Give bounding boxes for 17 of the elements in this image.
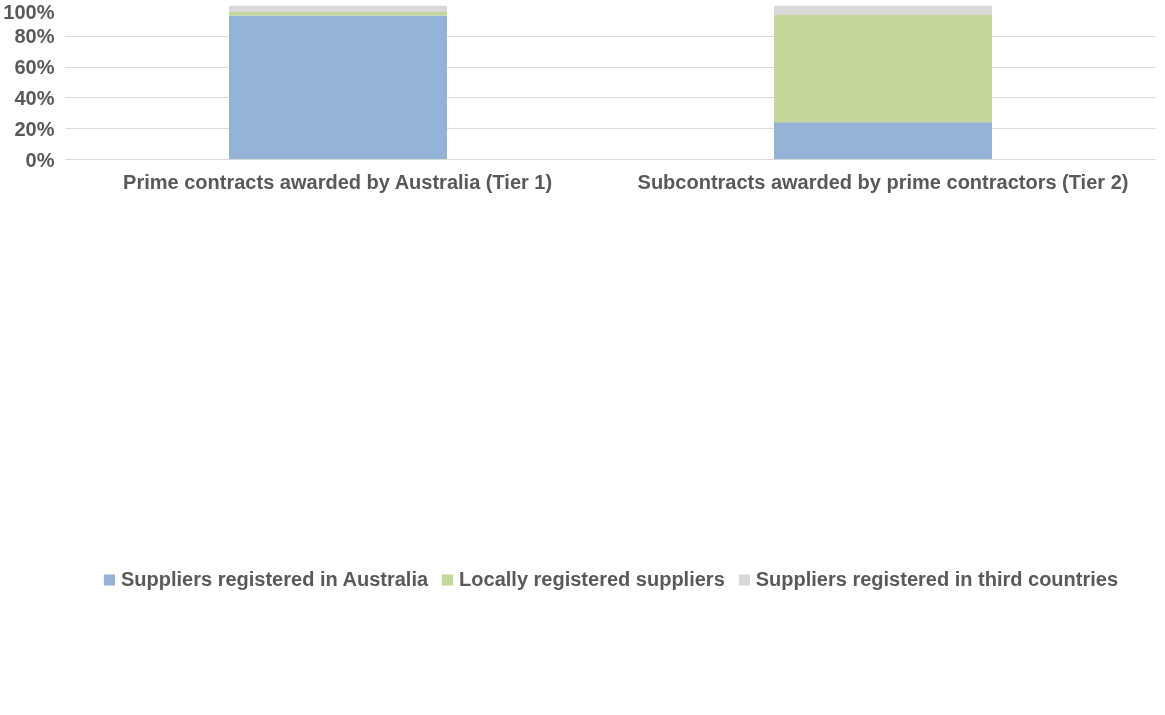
bar [229,15,447,160]
legend-label: Locally registered suppliers [459,567,725,591]
x-tick-label: Subcontracts awarded by prime contractors (Tier 2) [637,170,1129,193]
y-tick-label: 40% [14,86,55,109]
y-tick-label: 0% [25,148,55,171]
y-tick-label: 80% [14,25,55,48]
bar [229,12,447,16]
bar [774,122,992,160]
x-tick-label: Prime contracts awarded by Australia (Tier 1) [123,170,553,193]
y-tick-label: 60% [14,56,55,79]
bar [229,5,447,13]
y-tick-label: 20% [14,117,55,140]
bar [774,15,992,123]
legend-label: Suppliers registered in Australia [120,567,429,591]
bar [774,5,992,16]
legend-label: Suppliers registered in third countries [755,567,1119,591]
y-tick-label: 100% [3,0,55,23]
